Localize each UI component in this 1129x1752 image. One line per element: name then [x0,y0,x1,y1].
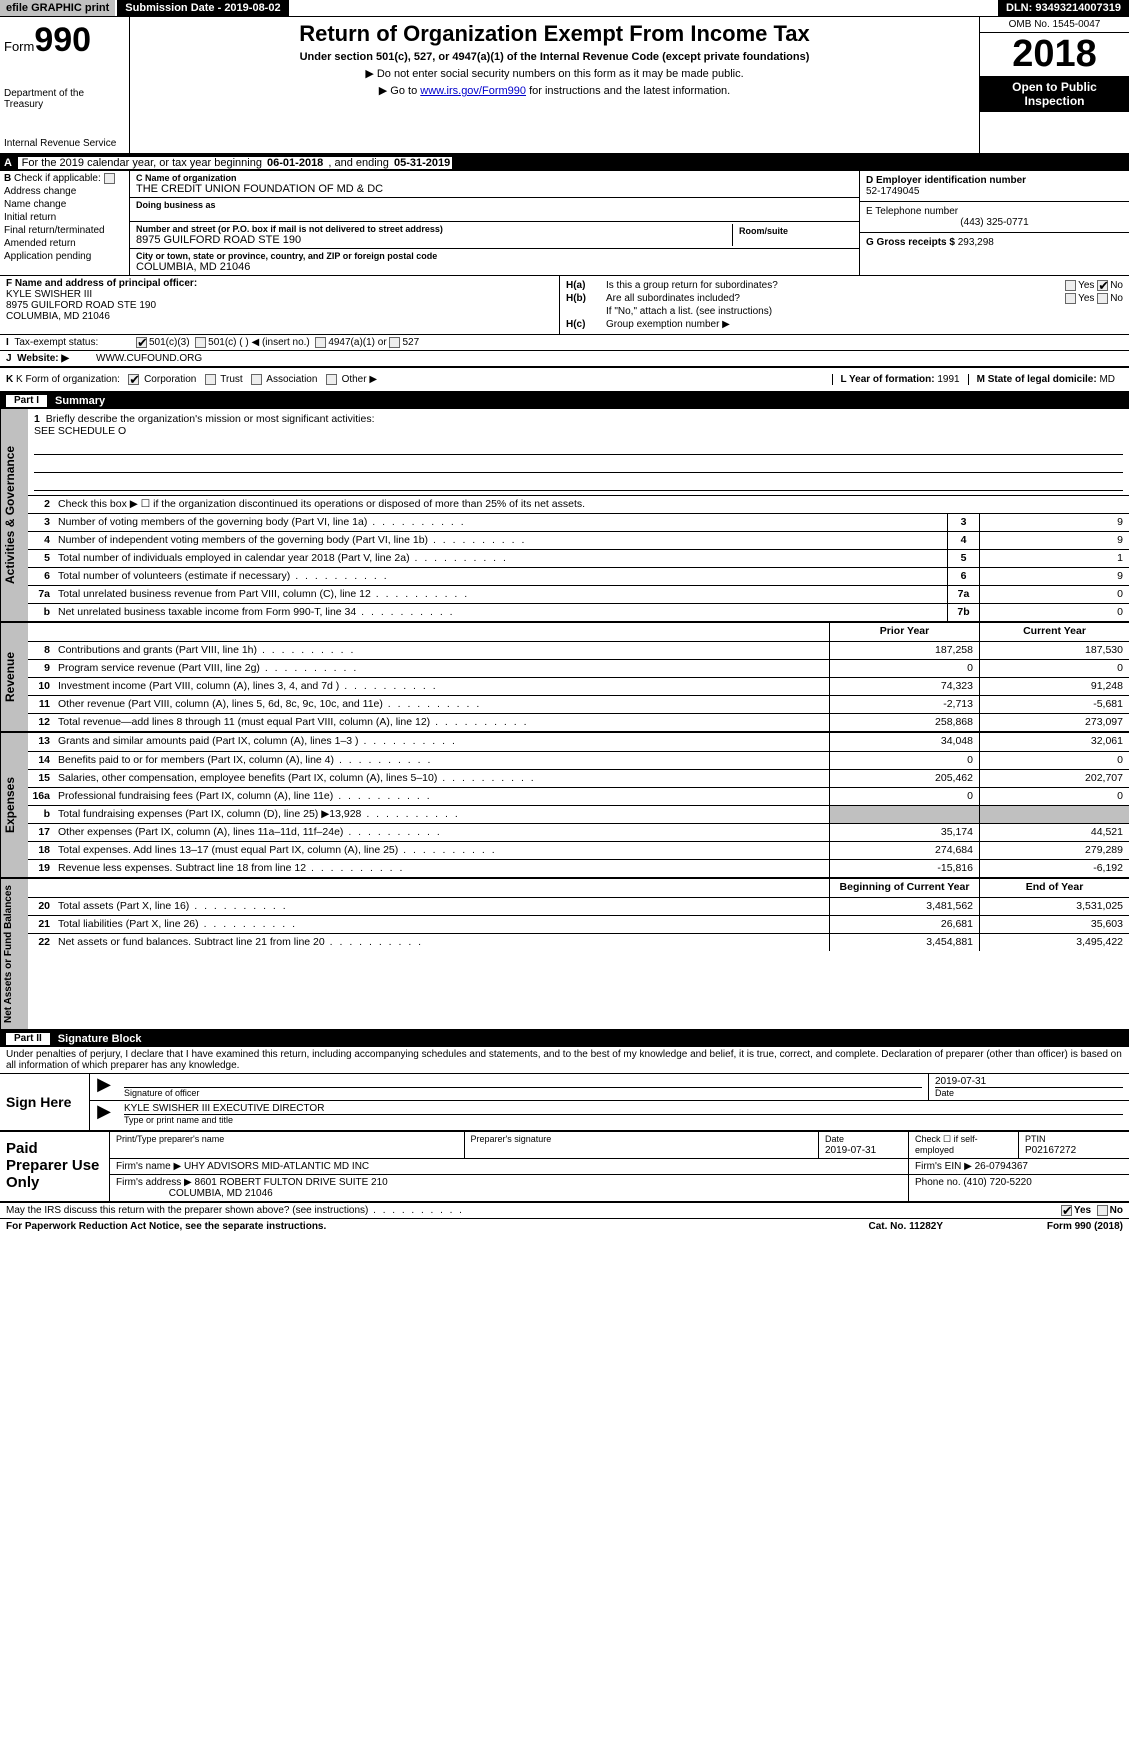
paid-preparer-block: Paid Preparer Use Only Print/Type prepar… [0,1132,1129,1203]
line-a: A For the 2019 calendar year, or tax yea… [0,155,1129,171]
part-ii-header: Part II Signature Block [0,1031,1129,1047]
other-check[interactable] [326,374,337,385]
street-value: 8975 GUILFORD ROAD STE 190 [136,234,732,246]
tax-year: 2018 [980,33,1129,76]
discuss-no[interactable] [1097,1205,1108,1216]
officer-city: COLUMBIA, MD 21046 [6,311,110,322]
firm-addr2: COLUMBIA, MD 21046 [169,1188,273,1199]
gross-receipts-value: 293,298 [958,237,994,248]
city-label: City or town, state or province, country… [136,251,853,261]
firm-ein: 26-0794367 [975,1161,1028,1172]
discuss-row: May the IRS discuss this return with the… [0,1203,1129,1219]
revenue-tab: Revenue [0,623,28,731]
org-name: THE CREDIT UNION FOUNDATION OF MD & DC [136,183,853,195]
501c-check[interactable] [195,337,206,348]
open-to-public: Open to Public Inspection [980,76,1129,112]
summary-expenses: Expenses 13Grants and similar amounts pa… [0,733,1129,879]
irs-label: Internal Revenue Service [4,138,125,149]
room-label: Room/suite [739,226,847,236]
hb-no[interactable] [1097,293,1108,304]
firm-addr1: 8601 ROBERT FULTON DRIVE SUITE 210 [195,1177,388,1188]
hb-yes[interactable] [1065,293,1076,304]
officer-name: KYLE SWISHER III [6,289,92,300]
form990-link[interactable]: www.irs.gov/Form990 [420,85,526,97]
sign-here-block: Sign Here ▶ Signature of officer 2019-07… [0,1074,1129,1132]
ein-label: D Employer identification number [866,175,1026,186]
dba-label: Doing business as [136,200,853,210]
summary-revenue: Revenue Prior YearCurrent Year 8Contribu… [0,623,1129,733]
corp-check[interactable] [128,374,139,385]
top-bar: efile GRAPHIC print Submission Date - 20… [0,0,1129,17]
firm-phone: (410) 720-5220 [963,1177,1031,1188]
form-prefix: Form [4,39,34,54]
entity-block: B Check if applicable: Address change Na… [0,171,1129,276]
ha-no[interactable] [1097,280,1108,291]
form-note1: ▶ Do not enter social security numbers o… [140,67,969,80]
street-label: Number and street (or P.O. box if mail i… [136,224,732,234]
firm-name: UHY ADVISORS MID-ATLANTIC MD INC [184,1161,369,1172]
form-subtitle: Under section 501(c), 527, or 4947(a)(1)… [140,51,969,63]
hb-label: Are all subordinates included? [606,293,1065,304]
state-domicile: MD [1099,374,1115,385]
527-check[interactable] [389,337,400,348]
4947-check[interactable] [315,337,326,348]
form-of-org-row: K K Form of organization: Corporation Tr… [0,368,1129,393]
netassets-tab: Net Assets or Fund Balances [0,879,28,1029]
trust-check[interactable] [205,374,216,385]
tax-exempt-row: I Tax-exempt status: 501(c)(3) 501(c) ( … [0,335,1129,351]
mission-value: SEE SCHEDULE O [34,425,126,437]
form-number: 990 [34,21,91,59]
check-if-applicable: B Check if applicable: Address change Na… [0,171,130,275]
arrow-icon: ▶ [90,1074,118,1100]
discuss-yes[interactable] [1061,1205,1072,1216]
year-formation: 1991 [937,374,959,385]
org-name-label: C Name of organization [136,173,853,183]
website-row: J Website: ▶ WWW.CUFOUND.ORG [0,351,1129,368]
city-value: COLUMBIA, MD 21046 [136,261,853,273]
gross-receipts-label: G Gross receipts $ [866,237,955,248]
arrow-icon: ▶ [90,1101,118,1127]
form-header: Form990 Department of the Treasury Inter… [0,17,1129,155]
expenses-tab: Expenses [0,733,28,877]
submission-date: Submission Date - 2019-08-02 [117,0,288,16]
dept-label: Department of the Treasury [4,88,125,110]
checkbox-applicable[interactable] [104,173,115,184]
governance-tab: Activities & Governance [0,409,28,621]
officer-row: F Name and address of principal officer:… [0,276,1129,335]
efile-badge: efile GRAPHIC print [0,0,115,16]
website-value: WWW.CUFOUND.ORG [96,353,202,364]
phone-value: (443) 325-0771 [866,217,1123,228]
phone-label: E Telephone number [866,206,1123,217]
assoc-check[interactable] [251,374,262,385]
form-note2: ▶ Go to www.irs.gov/Form990 for instruct… [140,84,969,97]
ptin-value: P02167272 [1025,1145,1076,1156]
ein-value: 52-1749045 [866,186,1123,197]
officer-label: F Name and address of principal officer: [6,278,197,289]
dln-badge: DLN: 93493214007319 [998,0,1129,16]
footer: For Paperwork Reduction Act Notice, see … [0,1219,1129,1234]
form-title: Return of Organization Exempt From Incom… [140,21,969,47]
part-i-header: Part I Summary [0,393,1129,409]
signer-name: KYLE SWISHER III EXECUTIVE DIRECTOR [124,1103,324,1114]
officer-street: 8975 GUILFORD ROAD STE 190 [6,300,156,311]
501c3-check[interactable] [136,337,147,348]
ha-label: Is this a group return for subordinates? [606,280,1065,291]
hb-note: If "No," attach a list. (see instruction… [606,306,772,317]
penalties-text: Under penalties of perjury, I declare th… [0,1047,1129,1074]
ha-yes[interactable] [1065,280,1076,291]
summary-governance: Activities & Governance 1 Briefly descri… [0,409,1129,623]
summary-netassets: Net Assets or Fund Balances Beginning of… [0,879,1129,1031]
omb-number: OMB No. 1545-0047 [980,17,1129,33]
hc-label: Group exemption number ▶ [606,319,730,330]
